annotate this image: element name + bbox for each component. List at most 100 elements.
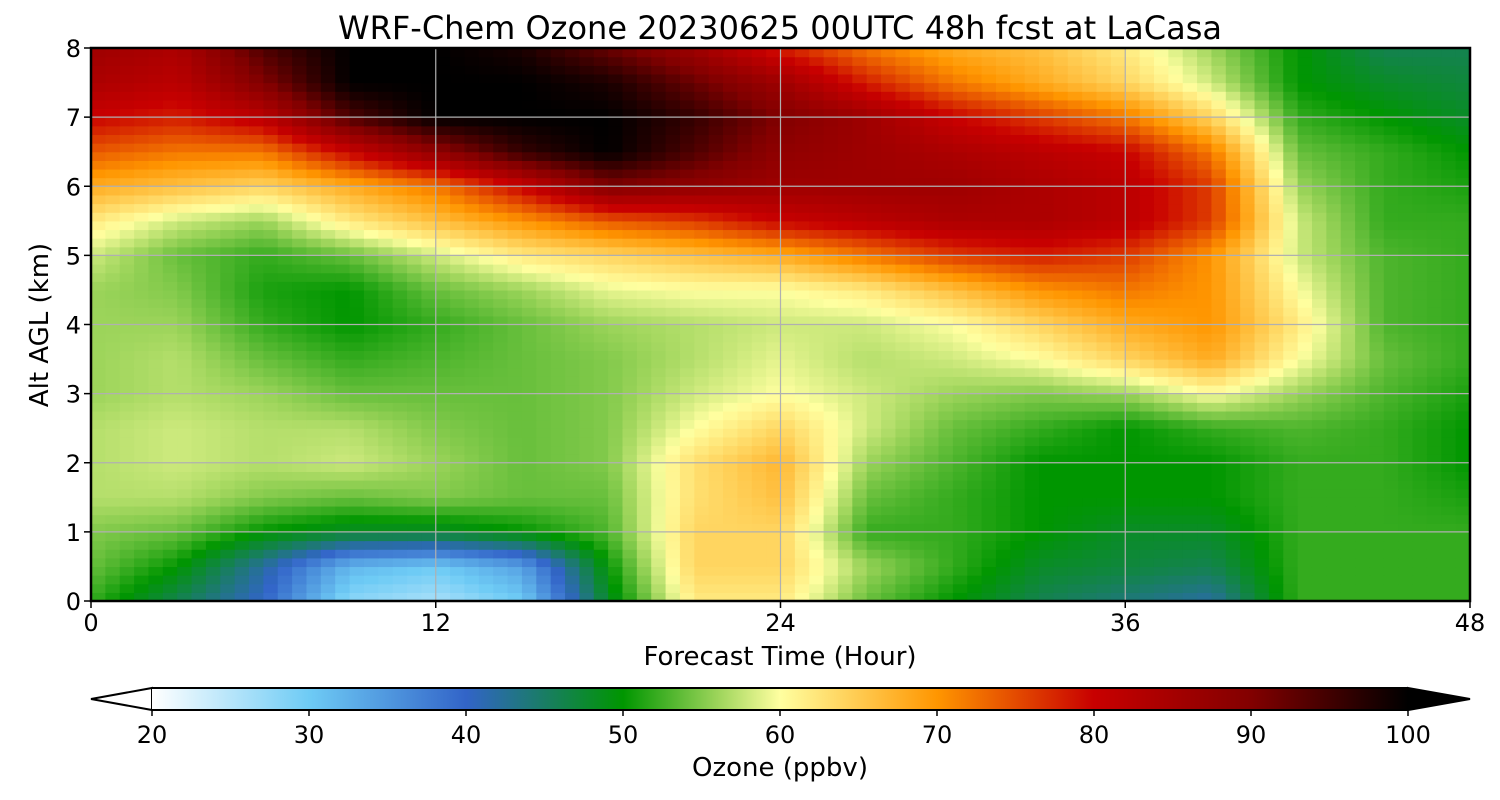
heatmap-cell bbox=[335, 246, 351, 256]
heatmap-cell bbox=[665, 229, 681, 239]
heatmap-cell bbox=[450, 177, 466, 187]
heatmap-cell bbox=[995, 557, 1011, 568]
heatmap-cell bbox=[191, 324, 207, 334]
heatmap-cell bbox=[220, 488, 236, 498]
heatmap-cell bbox=[708, 315, 724, 326]
heatmap-cell bbox=[924, 264, 940, 274]
heatmap-cell bbox=[478, 307, 494, 317]
heatmap-cell bbox=[723, 264, 738, 274]
heatmap-cell bbox=[1096, 583, 1112, 593]
heatmap-cell bbox=[1110, 298, 1126, 308]
heatmap-cell bbox=[881, 445, 897, 455]
heatmap-cell bbox=[1082, 497, 1098, 507]
heatmap-cell bbox=[622, 471, 638, 481]
heatmap-cell bbox=[622, 531, 638, 542]
heatmap-cell bbox=[1283, 298, 1299, 308]
heatmap-cell bbox=[162, 419, 178, 429]
heatmap-cell bbox=[1326, 410, 1342, 421]
heatmap-cell bbox=[924, 445, 940, 455]
heatmap-cell bbox=[392, 514, 408, 524]
heatmap-cell bbox=[392, 160, 408, 170]
heatmap-cell bbox=[1067, 168, 1083, 179]
heatmap-cell bbox=[723, 359, 738, 369]
heatmap-cell bbox=[895, 359, 911, 369]
heatmap-cell bbox=[1297, 203, 1313, 213]
heatmap-cell bbox=[708, 583, 724, 593]
heatmap-cell bbox=[708, 384, 724, 395]
heatmap-cell bbox=[636, 177, 652, 187]
heatmap-cell bbox=[924, 307, 940, 317]
heatmap-cell bbox=[723, 289, 738, 300]
heatmap-cell bbox=[823, 177, 839, 187]
heatmap-cell bbox=[493, 194, 509, 205]
heatmap-cell bbox=[392, 272, 408, 282]
heatmap-cell bbox=[837, 255, 853, 265]
heatmap-cell bbox=[105, 480, 121, 490]
heatmap-cell bbox=[794, 367, 810, 377]
heatmap-cell bbox=[119, 540, 135, 550]
heatmap-cell bbox=[349, 462, 365, 472]
heatmap-cell bbox=[91, 151, 106, 161]
heatmap-cell bbox=[521, 393, 537, 403]
heatmap-cell bbox=[895, 384, 911, 395]
heatmap-cell bbox=[105, 376, 121, 386]
heatmap-cell bbox=[220, 384, 236, 395]
heatmap-cell bbox=[1369, 324, 1385, 334]
heatmap-cell bbox=[665, 419, 681, 429]
heatmap-cell bbox=[1053, 583, 1069, 593]
heatmap-cell bbox=[292, 272, 308, 282]
heatmap-cell bbox=[1067, 151, 1083, 161]
heatmap-cell bbox=[881, 514, 897, 524]
heatmap-cell bbox=[263, 281, 279, 291]
heatmap-cell bbox=[363, 445, 379, 455]
heatmap-cell bbox=[1355, 203, 1371, 213]
heatmap-cell bbox=[1039, 367, 1055, 377]
heatmap-cell bbox=[249, 497, 264, 507]
heatmap-cell bbox=[277, 194, 293, 205]
heatmap-cell bbox=[622, 428, 638, 438]
heatmap-cell bbox=[1225, 454, 1241, 464]
heatmap-cell bbox=[478, 419, 494, 429]
heatmap-cell bbox=[507, 298, 523, 308]
heatmap-cell bbox=[162, 376, 178, 386]
heatmap-cell bbox=[162, 454, 178, 464]
heatmap-cell bbox=[205, 471, 221, 481]
heatmap-cell bbox=[1326, 238, 1342, 248]
heatmap-cell bbox=[938, 315, 954, 326]
heatmap-cell bbox=[952, 402, 968, 412]
heatmap-cell bbox=[1211, 281, 1227, 291]
heatmap-cell bbox=[679, 514, 695, 524]
heatmap-cell bbox=[363, 384, 379, 395]
heatmap-cell bbox=[1139, 540, 1155, 550]
heatmap-cell bbox=[507, 350, 523, 360]
heatmap-cell bbox=[1240, 333, 1256, 343]
heatmap-cell bbox=[852, 592, 868, 601]
heatmap-cell bbox=[751, 471, 767, 481]
heatmap-cell bbox=[234, 566, 250, 576]
heatmap-cell bbox=[651, 160, 667, 170]
heatmap-cell bbox=[866, 307, 882, 317]
heatmap-cell bbox=[1153, 212, 1169, 222]
heatmap-cell bbox=[1355, 514, 1371, 524]
heatmap-cell bbox=[1182, 497, 1198, 507]
heatmap-cell bbox=[507, 272, 523, 282]
heatmap-cell bbox=[593, 160, 609, 170]
heatmap-cell bbox=[852, 272, 868, 282]
heatmap-cell bbox=[823, 592, 839, 601]
heatmap-cell bbox=[335, 583, 351, 593]
heatmap-cell bbox=[507, 384, 523, 395]
heatmap-cell bbox=[177, 307, 193, 317]
heatmap-cell bbox=[1082, 410, 1098, 421]
heatmap-cell bbox=[823, 255, 839, 265]
heatmap-cell bbox=[794, 393, 810, 403]
heatmap-cell bbox=[1153, 531, 1169, 542]
heatmap-cell bbox=[981, 454, 997, 464]
heatmap-cell bbox=[1082, 194, 1098, 205]
heatmap-cell bbox=[967, 264, 983, 274]
heatmap-cell bbox=[493, 151, 509, 161]
heatmap-cell bbox=[679, 480, 695, 490]
heatmap-cell bbox=[737, 549, 753, 559]
heatmap-cell bbox=[493, 272, 509, 282]
heatmap-cell bbox=[1211, 575, 1227, 585]
heatmap-cell bbox=[1168, 480, 1184, 490]
